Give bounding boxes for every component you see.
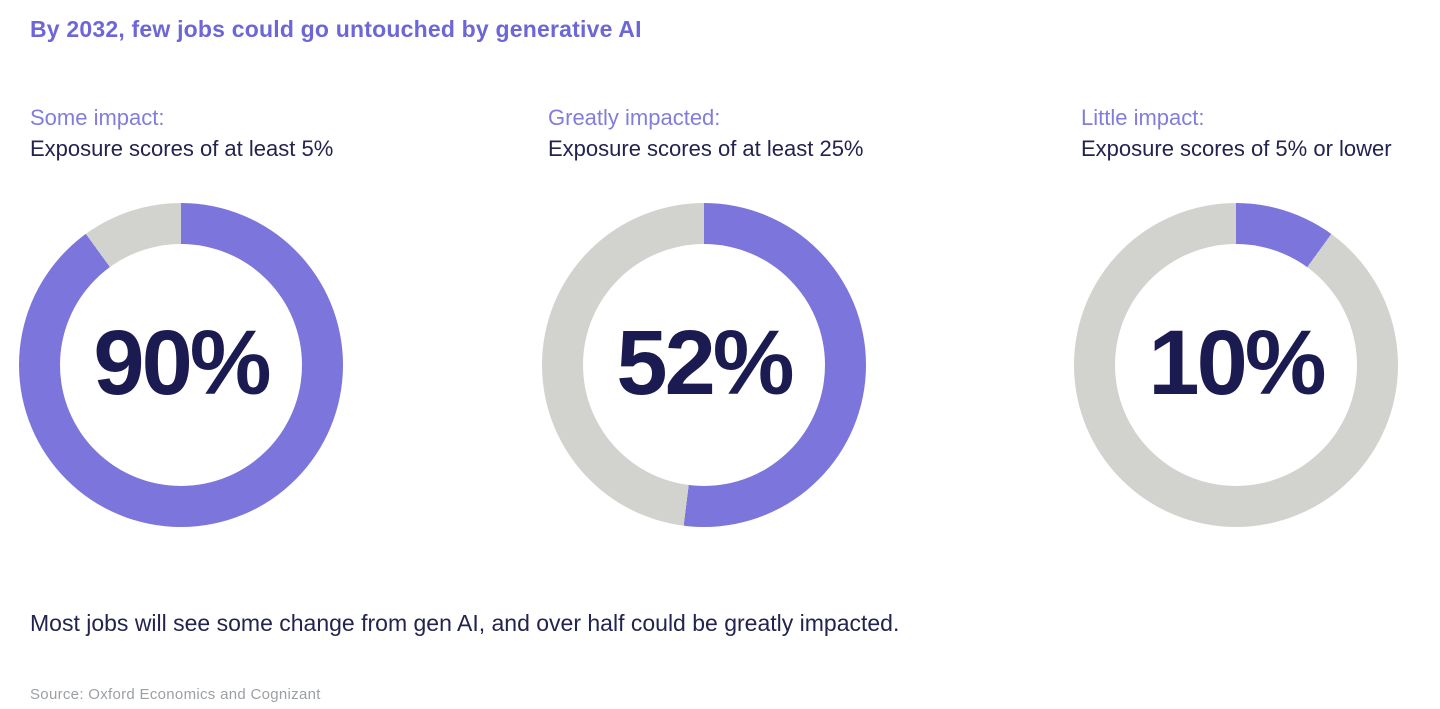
donut-value: 90% (93, 312, 271, 414)
source-attribution: Source: Oxford Economics and Cognizant (30, 686, 321, 703)
category-label: Little impact: (1081, 105, 1205, 130)
donut-hole: 10% (1115, 244, 1357, 486)
category-criteria: Exposure scores of 5% or lower (1081, 136, 1392, 161)
donut-value: 52% (616, 312, 794, 414)
donut-label-greatly-impacted: Greatly impacted: Exposure scores of at … (548, 102, 864, 164)
page-title: By 2032, few jobs could go untouched by … (30, 16, 642, 42)
donut-hole: 90% (60, 244, 302, 486)
donut-label-some-impact: Some impact: Exposure scores of at least… (30, 102, 333, 164)
donut-value: 10% (1148, 312, 1326, 414)
donut-chart-little-impact: 10% (1074, 203, 1398, 527)
category-label: Some impact: (30, 105, 165, 130)
summary-text: Most jobs will see some change from gen … (30, 610, 900, 636)
donut-chart-some-impact: 90% (19, 203, 343, 527)
category-criteria: Exposure scores of at least 5% (30, 136, 334, 161)
donut-label-little-impact: Little impact: Exposure scores of 5% or … (1081, 102, 1392, 164)
category-label: Greatly impacted: (548, 105, 721, 130)
donut-hole: 52% (583, 244, 825, 486)
donut-chart-greatly-impacted: 52% (542, 203, 866, 527)
category-criteria: Exposure scores of at least 25% (548, 136, 864, 161)
